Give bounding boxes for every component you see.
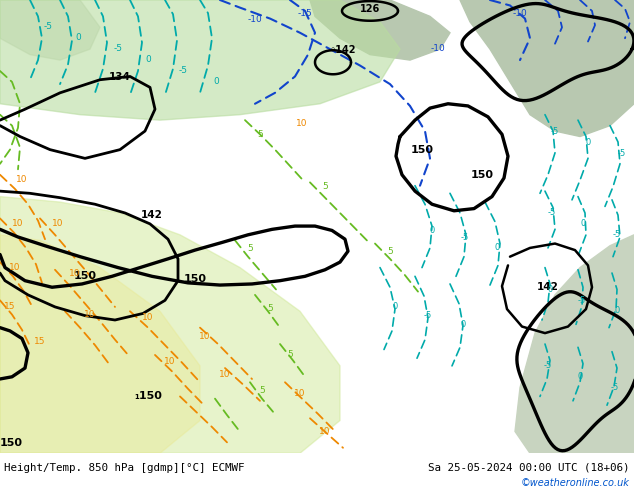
Polygon shape: [0, 0, 100, 60]
Text: 150: 150: [74, 271, 96, 281]
Text: 0: 0: [392, 302, 398, 311]
Text: -5: -5: [179, 66, 188, 75]
Text: Sa 25-05-2024 00:00 UTC (18+06): Sa 25-05-2024 00:00 UTC (18+06): [429, 463, 630, 473]
Text: 10: 10: [12, 219, 23, 228]
Text: 5: 5: [267, 304, 273, 313]
Text: 0: 0: [145, 55, 151, 64]
Text: 5: 5: [322, 182, 328, 191]
Text: 150: 150: [183, 273, 207, 284]
Text: 10: 10: [219, 370, 231, 379]
Text: 0: 0: [213, 77, 219, 86]
Text: 10: 10: [199, 332, 210, 341]
Text: 0: 0: [585, 138, 591, 147]
Text: -10: -10: [513, 9, 527, 19]
Text: 10: 10: [296, 119, 307, 127]
Text: -5: -5: [44, 23, 53, 31]
Text: 5: 5: [287, 350, 293, 359]
Text: 10: 10: [84, 310, 96, 318]
Text: -5: -5: [613, 230, 621, 239]
Text: 15: 15: [4, 302, 16, 311]
Polygon shape: [0, 0, 400, 120]
Text: Height/Temp. 850 hPa [gdmp][°C] ECMWF: Height/Temp. 850 hPa [gdmp][°C] ECMWF: [4, 463, 245, 473]
Text: 150: 150: [0, 438, 23, 448]
Polygon shape: [515, 235, 634, 453]
Text: 10: 10: [164, 357, 176, 366]
Text: 150: 150: [470, 170, 493, 180]
Polygon shape: [0, 196, 340, 453]
Text: -5: -5: [551, 127, 559, 136]
Text: -10: -10: [430, 44, 445, 53]
Text: 10: 10: [10, 263, 21, 272]
Text: 0: 0: [460, 319, 465, 329]
Polygon shape: [0, 235, 200, 453]
Text: -5: -5: [461, 233, 469, 242]
Text: 134: 134: [109, 72, 131, 82]
Text: -5: -5: [578, 295, 586, 304]
Text: 10: 10: [16, 175, 28, 184]
Text: 10: 10: [142, 313, 154, 322]
Text: 5: 5: [257, 129, 263, 139]
Text: 142: 142: [141, 210, 163, 220]
Text: 0: 0: [614, 306, 619, 316]
Text: 126: 126: [360, 4, 380, 14]
Text: 10: 10: [69, 270, 81, 278]
Text: 0: 0: [578, 372, 583, 381]
Text: 142: 142: [537, 282, 559, 292]
Text: -5: -5: [611, 383, 619, 392]
Text: 0: 0: [75, 33, 81, 43]
Text: 10: 10: [320, 427, 331, 436]
Text: 0: 0: [547, 285, 553, 294]
Text: 0: 0: [495, 243, 500, 252]
Text: -5: -5: [424, 311, 432, 320]
Text: 10: 10: [294, 390, 306, 398]
Text: -5: -5: [618, 149, 626, 158]
Polygon shape: [310, 0, 450, 60]
Text: -5: -5: [544, 361, 552, 370]
Text: -10: -10: [248, 15, 262, 24]
Text: 15: 15: [34, 337, 46, 346]
Polygon shape: [460, 0, 634, 137]
Text: -5: -5: [113, 44, 122, 53]
Text: 0: 0: [580, 219, 586, 228]
Text: 150: 150: [410, 145, 434, 155]
Text: 10: 10: [52, 219, 64, 228]
Text: -15: -15: [297, 9, 313, 19]
Text: 5: 5: [387, 247, 393, 256]
Text: 5: 5: [247, 244, 253, 253]
Text: 0: 0: [429, 225, 435, 235]
Text: 5: 5: [259, 386, 265, 395]
Text: ©weatheronline.co.uk: ©weatheronline.co.uk: [521, 478, 630, 488]
Text: ◦142: ◦142: [330, 45, 356, 54]
Text: ₁150: ₁150: [134, 391, 162, 401]
Text: -5: -5: [548, 208, 556, 217]
